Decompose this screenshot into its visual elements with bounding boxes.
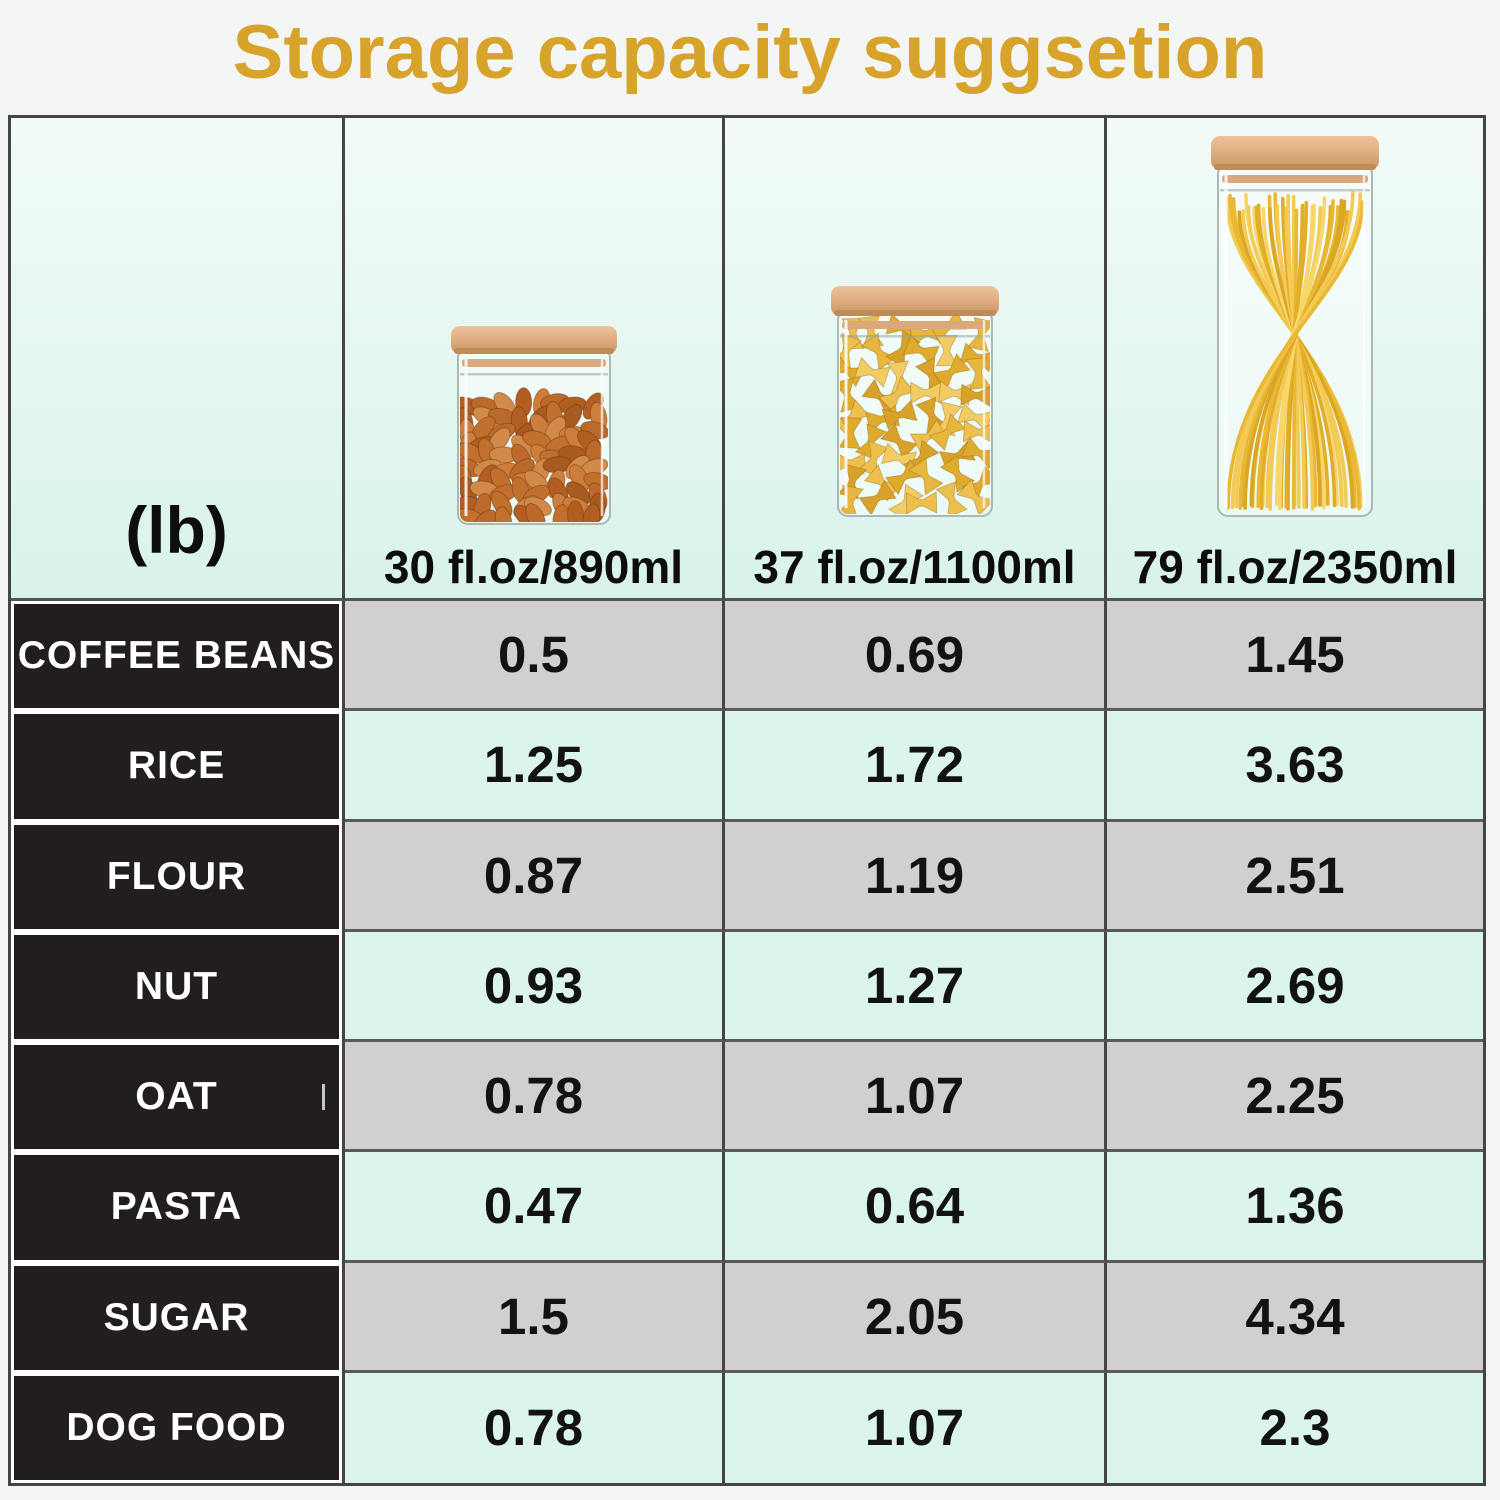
- food-row-label: FLOUR: [106, 854, 247, 898]
- capacity-cell-79oz: 2.3: [1107, 1372, 1483, 1483]
- capacity-value: 2.25: [1245, 1067, 1345, 1125]
- capacity-value: 0.5: [498, 626, 569, 684]
- capacity-value: 0.93: [483, 956, 584, 1014]
- capacity-value: 0.87: [483, 846, 584, 904]
- food-row-label: PASTA: [110, 1185, 243, 1229]
- food-label-box: NUT: [14, 934, 339, 1039]
- capacity-cell-37oz: 1.19: [725, 821, 1107, 932]
- capacity-table: (lb) 30 fl.oz/890ml 37 fl.oz/1100ml 79 f…: [8, 115, 1486, 1486]
- food-label-box: OAT: [14, 1045, 339, 1150]
- capacity-value: 1.07: [864, 1067, 965, 1125]
- column-header-37oz: 37 fl.oz/1100ml: [725, 118, 1107, 601]
- capacity-value: 0.47: [483, 1177, 584, 1235]
- capacity-value: 2.05: [864, 1287, 965, 1345]
- food-row-label-cell: PASTA: [11, 1152, 345, 1263]
- spaghetti-jar-icon: [1211, 136, 1379, 518]
- food-label-box: SUGAR: [14, 1265, 339, 1370]
- capacity-cell-37oz: 0.64: [725, 1152, 1107, 1263]
- capacity-value: 0.64: [864, 1177, 965, 1235]
- almonds-jar-icon: [450, 326, 617, 526]
- unit-header-cell: (lb): [11, 118, 345, 601]
- capacity-cell-30oz: 1.25: [345, 711, 725, 822]
- food-row-label: COFFEE BEANS: [17, 634, 336, 678]
- food-label-box: PASTA: [14, 1155, 339, 1260]
- size-label-30oz: 30 fl.oz/890ml: [383, 541, 684, 593]
- capacity-value: 1.72: [864, 736, 965, 794]
- capacity-cell-30oz: 0.5: [345, 601, 725, 712]
- capacity-value: 2.3: [1259, 1399, 1331, 1457]
- capacity-cell-30oz: 0.47: [345, 1152, 725, 1263]
- capacity-cell-37oz: 1.07: [725, 1372, 1107, 1483]
- capacity-cell-30oz: 0.78: [345, 1042, 725, 1153]
- capacity-cell-79oz: 1.45: [1107, 601, 1483, 712]
- capacity-cell-37oz: 2.05: [725, 1262, 1107, 1373]
- capacity-cell-30oz: 0.93: [345, 931, 725, 1042]
- size-label-37oz: 37 fl.oz/1100ml: [753, 541, 1076, 593]
- size-label-79oz: 79 fl.oz/2350ml: [1132, 541, 1458, 593]
- capacity-value: 1.07: [864, 1399, 965, 1457]
- capacity-cell-30oz: 0.78: [345, 1372, 725, 1483]
- capacity-value: 1.25: [483, 736, 584, 794]
- capacity-cell-79oz: 4.34: [1107, 1262, 1483, 1373]
- capacity-value: 1.5: [498, 1287, 569, 1345]
- capacity-cell-79oz: 1.36: [1107, 1152, 1483, 1263]
- capacity-cell-79oz: 3.63: [1107, 711, 1483, 822]
- food-row-label: NUT: [134, 964, 219, 1008]
- food-label-box: RICE: [14, 714, 339, 819]
- page-title: Storage capacity suggsetion: [232, 10, 1268, 95]
- food-row-label: RICE: [127, 744, 226, 788]
- capacity-cell-37oz: 1.07: [725, 1042, 1107, 1153]
- capacity-value: 2.69: [1245, 956, 1345, 1014]
- capacity-cell-79oz: 2.51: [1107, 821, 1483, 932]
- food-row-label-cell: SUGAR: [11, 1262, 345, 1373]
- food-label-box: COFFEE BEANS: [14, 604, 339, 709]
- food-row-label-cell: OAT: [11, 1042, 345, 1153]
- capacity-cell-79oz: 2.69: [1107, 931, 1483, 1042]
- food-label-box: FLOUR: [14, 824, 339, 929]
- capacity-cell-79oz: 2.25: [1107, 1042, 1483, 1153]
- capacity-value: 0.78: [483, 1399, 584, 1457]
- capacity-value: 0.69: [864, 626, 965, 684]
- column-header-30oz: 30 fl.oz/890ml: [345, 118, 725, 601]
- food-row-label-cell: DOG FOOD: [11, 1372, 345, 1483]
- food-row-label-cell: FLOUR: [11, 821, 345, 932]
- capacity-value: 0.78: [483, 1067, 584, 1125]
- unit-label: (lb): [125, 493, 228, 567]
- capacity-value: 1.19: [864, 846, 965, 904]
- capacity-value: 4.34: [1245, 1287, 1345, 1345]
- food-row-label-cell: RICE: [11, 711, 345, 822]
- food-label-box: DOG FOOD: [14, 1375, 339, 1480]
- food-row-label-cell: NUT: [11, 931, 345, 1042]
- capacity-cell-37oz: 0.69: [725, 601, 1107, 712]
- column-header-79oz: 79 fl.oz/2350ml: [1107, 118, 1483, 601]
- farfalle-jar-icon: [830, 286, 999, 518]
- food-row-label: OAT: [135, 1075, 218, 1119]
- capacity-cell-30oz: 0.87: [345, 821, 725, 932]
- capacity-value: 2.51: [1245, 846, 1345, 904]
- food-row-label-cell: COFFEE BEANS: [11, 601, 345, 712]
- capacity-value: 1.27: [864, 956, 965, 1014]
- capacity-value: 3.63: [1245, 736, 1345, 794]
- food-row-label: SUGAR: [103, 1295, 250, 1339]
- capacity-cell-37oz: 1.72: [725, 711, 1107, 822]
- capacity-cell-30oz: 1.5: [345, 1262, 725, 1373]
- capacity-cell-37oz: 1.27: [725, 931, 1107, 1042]
- capacity-value: 1.45: [1245, 626, 1345, 684]
- food-row-label: DOG FOOD: [66, 1405, 287, 1449]
- capacity-value: 1.36: [1245, 1177, 1345, 1235]
